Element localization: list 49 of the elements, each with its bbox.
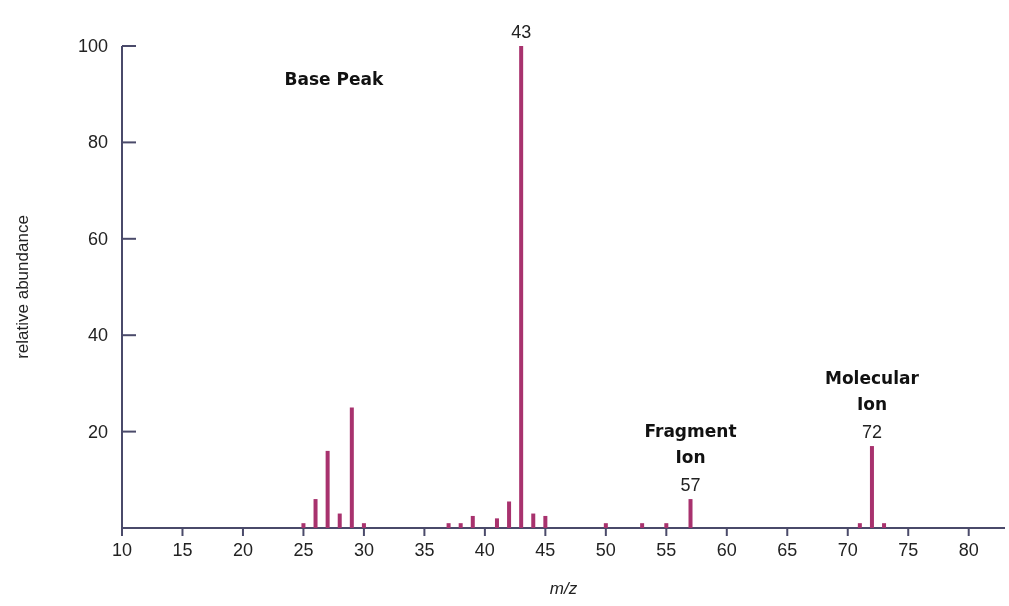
x-tick-label: 55 xyxy=(656,540,677,560)
x-tick-label: 15 xyxy=(172,540,193,560)
y-tick-label: 80 xyxy=(87,132,108,153)
bar xyxy=(531,513,536,528)
bar xyxy=(640,523,645,528)
annotation: 43 xyxy=(511,22,532,42)
x-tick-label: 75 xyxy=(898,540,919,560)
annotation: Base Peak xyxy=(284,69,384,89)
bar xyxy=(470,515,475,528)
bar xyxy=(494,518,499,528)
bar xyxy=(882,523,887,528)
x-tick-label: 25 xyxy=(293,540,314,560)
x-tick-label: 30 xyxy=(353,540,374,560)
bar xyxy=(869,446,874,528)
bar xyxy=(603,523,608,528)
bar xyxy=(543,515,548,528)
y-tick-label: 60 xyxy=(87,228,108,249)
y-tick-label: 20 xyxy=(87,421,108,442)
y-axis-title: relative abundance xyxy=(13,215,32,359)
x-axis-title: m/z xyxy=(549,579,578,598)
x-tick-label: 35 xyxy=(414,540,435,560)
bar xyxy=(458,523,463,528)
y-tick-label: 100 xyxy=(77,36,108,56)
bar xyxy=(507,501,512,528)
bar xyxy=(337,513,342,528)
bar xyxy=(857,523,862,528)
annotation: 57 xyxy=(680,475,701,496)
bar xyxy=(301,523,306,528)
x-tick-label: 40 xyxy=(474,540,495,560)
x-tick-label: 50 xyxy=(595,540,616,560)
x-tick-label: 70 xyxy=(837,540,858,560)
x-tick-label: 20 xyxy=(232,540,253,560)
annotation: Fragment Ion xyxy=(644,421,737,468)
bar xyxy=(519,46,524,528)
bar xyxy=(446,523,451,528)
annotation: Molecular Ion xyxy=(825,368,920,415)
y-tick-label: 40 xyxy=(87,325,108,346)
bar xyxy=(664,523,669,528)
x-tick-label: 45 xyxy=(535,540,556,560)
x-tick-label: 65 xyxy=(777,540,798,560)
bar xyxy=(688,499,693,528)
bar xyxy=(325,450,330,528)
x-tick-label: 60 xyxy=(716,540,737,560)
x-tick-label: 80 xyxy=(958,540,979,560)
bar xyxy=(349,407,354,528)
bar xyxy=(361,523,366,528)
bar xyxy=(313,499,318,528)
x-tick-label: 10 xyxy=(111,540,133,560)
annotation: 72 xyxy=(861,422,882,443)
